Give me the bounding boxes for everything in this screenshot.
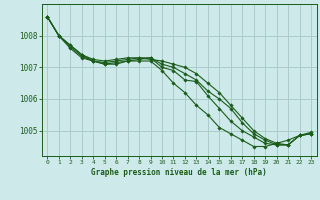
X-axis label: Graphe pression niveau de la mer (hPa): Graphe pression niveau de la mer (hPa)	[91, 168, 267, 177]
